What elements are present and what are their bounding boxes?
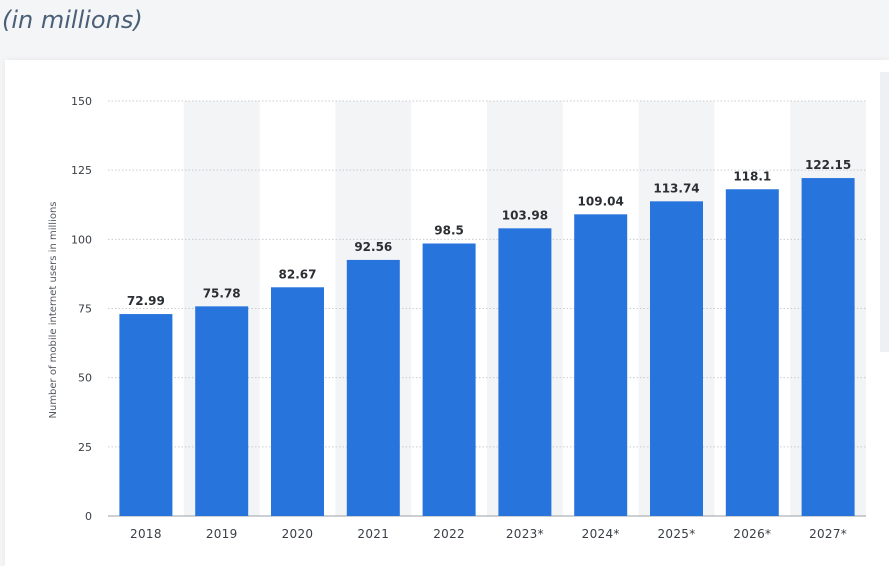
bar-value-label: 109.04: [578, 194, 624, 208]
y-axis-ticks: 0 25 50 75 100 125 150: [71, 95, 92, 523]
x-tick-label: 2024*: [582, 527, 620, 541]
bar: [725, 189, 779, 517]
y-tick-label: 50: [78, 372, 92, 385]
bar: [498, 228, 552, 516]
y-tick-label: 0: [85, 510, 92, 523]
bar: [422, 243, 476, 516]
y-tick-label: 100: [71, 233, 92, 246]
x-tick-label: 2027*: [809, 527, 847, 541]
bar-value-label: 72.99: [127, 294, 165, 308]
bar: [271, 287, 324, 516]
bar-value-label: 82.67: [279, 267, 317, 281]
value-labels: 72.99 75.78 82.67 92.56 98.5 103.98 109.04 113.…: [127, 158, 851, 308]
bars: [119, 178, 855, 517]
x-tick-label: 2025*: [657, 527, 695, 541]
y-axis-label: Number of mobile internet users in milli…: [48, 202, 59, 419]
bar-value-label: 122.15: [805, 158, 851, 172]
bar-value-label: 103.98: [502, 208, 548, 222]
bar-value-label: 75.78: [203, 286, 241, 300]
y-tick-label: 75: [78, 303, 92, 316]
x-tick-label: 2020: [282, 527, 314, 541]
y-tick-label: 25: [78, 441, 92, 454]
x-tick-label: 2021: [357, 527, 389, 541]
x-tick-label: 2019: [206, 527, 238, 541]
bar-value-label: 98.5: [434, 223, 464, 237]
chart-subtitle: (in millions): [2, 6, 143, 34]
bar-value-label: 113.74: [653, 181, 699, 195]
bar: [119, 314, 173, 516]
x-tick-label: 2018: [130, 527, 162, 541]
side-panel-edge: [880, 72, 889, 352]
y-tick-label: 125: [71, 164, 92, 177]
bar: [650, 201, 703, 516]
x-tick-label: 2026*: [733, 527, 771, 541]
x-tick-label: 2023*: [506, 527, 544, 541]
bar: [195, 306, 249, 516]
x-tick-label: 2022: [433, 527, 465, 541]
bar: [346, 259, 400, 516]
bar: [574, 214, 628, 516]
bar-value-label: 92.56: [354, 240, 392, 254]
x-axis-labels: 2018 2019 2020 2021 2022 2023* 2024* 2025* 2026*…: [130, 527, 847, 541]
bar: [801, 178, 855, 516]
y-tick-label: 150: [71, 95, 92, 108]
bar-value-label: 118.1: [733, 169, 771, 183]
